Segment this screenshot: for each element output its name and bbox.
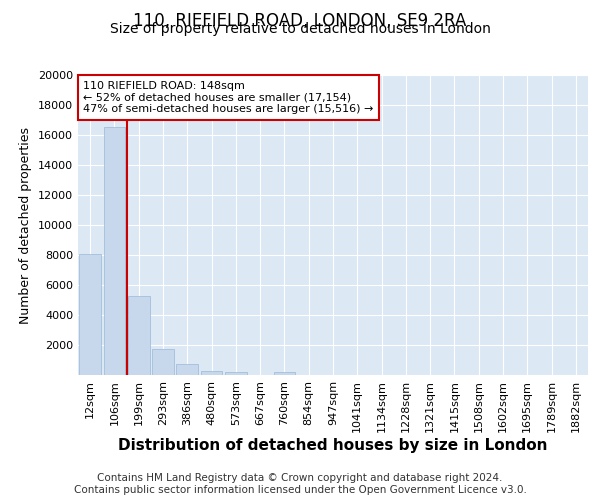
Bar xyxy=(128,296,149,375)
X-axis label: Distribution of detached houses by size in London: Distribution of detached houses by size … xyxy=(118,438,548,452)
Text: 110, RIEFIELD ROAD, LONDON, SE9 2RA: 110, RIEFIELD ROAD, LONDON, SE9 2RA xyxy=(133,12,467,30)
Bar xyxy=(200,370,223,375)
Bar xyxy=(225,372,247,375)
Bar xyxy=(176,364,198,375)
Bar xyxy=(79,254,101,375)
Text: Contains HM Land Registry data © Crown copyright and database right 2024.
Contai: Contains HM Land Registry data © Crown c… xyxy=(74,474,526,495)
Bar xyxy=(274,372,295,375)
Bar xyxy=(152,349,174,375)
Bar xyxy=(104,128,125,375)
Text: Size of property relative to detached houses in London: Size of property relative to detached ho… xyxy=(110,22,490,36)
Y-axis label: Number of detached properties: Number of detached properties xyxy=(19,126,32,324)
Text: 110 RIEFIELD ROAD: 148sqm
← 52% of detached houses are smaller (17,154)
47% of s: 110 RIEFIELD ROAD: 148sqm ← 52% of detac… xyxy=(83,81,373,114)
